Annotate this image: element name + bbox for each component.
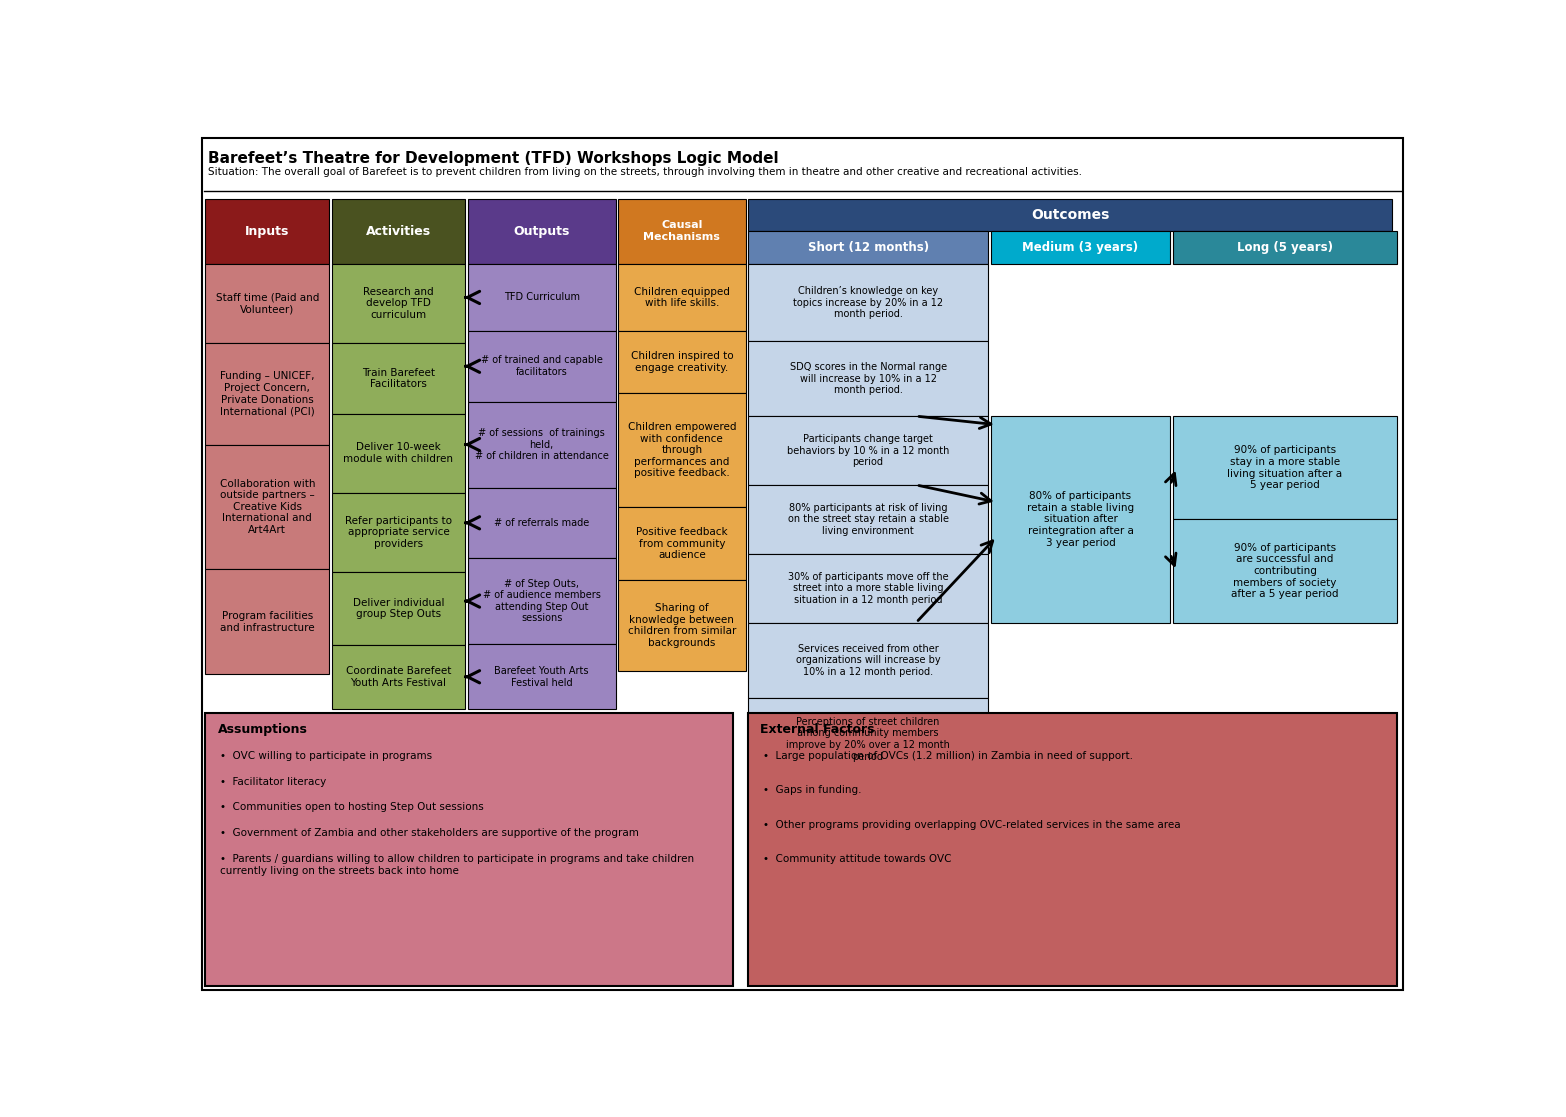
FancyBboxPatch shape: [749, 264, 988, 342]
FancyBboxPatch shape: [468, 558, 615, 645]
FancyBboxPatch shape: [468, 401, 615, 487]
Text: # of referrals made: # of referrals made: [493, 518, 589, 528]
Text: Assumptions: Assumptions: [218, 723, 307, 736]
Text: Medium (3 years): Medium (3 years): [1023, 241, 1138, 254]
FancyBboxPatch shape: [749, 698, 988, 780]
Text: Children equipped
with life skills.: Children equipped with life skills.: [634, 287, 730, 308]
Text: SDQ scores in the Normal range
will increase by 10% in a 12
month period.: SDQ scores in the Normal range will incr…: [789, 362, 947, 395]
FancyBboxPatch shape: [619, 507, 745, 581]
Text: 30% of participants move off the
street into a more stable living
situation in a: 30% of participants move off the street …: [788, 572, 949, 604]
FancyBboxPatch shape: [205, 445, 329, 570]
FancyBboxPatch shape: [749, 417, 988, 485]
FancyBboxPatch shape: [619, 264, 745, 331]
Text: 80% of participants
retain a stable living
situation after
reintegration after a: 80% of participants retain a stable livi…: [1027, 491, 1134, 547]
Text: Program facilities
and infrastructure: Program facilities and infrastructure: [221, 611, 315, 632]
Text: Sharing of
knowledge between
children from similar
backgrounds: Sharing of knowledge between children fr…: [628, 603, 736, 648]
Text: Research and
develop TFD
curriculum: Research and develop TFD curriculum: [363, 287, 434, 321]
Text: Staff time (Paid and
Volunteer): Staff time (Paid and Volunteer): [216, 293, 319, 314]
FancyBboxPatch shape: [332, 645, 465, 709]
Text: 80% participants at risk of living
on the street stay retain a stable
living env: 80% participants at risk of living on th…: [788, 503, 949, 536]
FancyBboxPatch shape: [749, 622, 988, 698]
Text: Children empowered
with confidence
through
performances and
positive feedback.: Children empowered with confidence throu…: [628, 422, 736, 478]
FancyBboxPatch shape: [332, 343, 465, 413]
Text: •  Parents / guardians willing to allow children to participate in programs and : • Parents / guardians willing to allow c…: [219, 853, 694, 876]
Text: External Factors: External Factors: [760, 723, 874, 736]
Text: •  Other programs providing overlapping OVC-related services in the same area: • Other programs providing overlapping O…: [763, 820, 1181, 830]
Text: Train Barefeet
Facilitators: Train Barefeet Facilitators: [362, 367, 435, 389]
Text: •  Large population of OVCs (1.2 million) in Zambia in need of support.: • Large population of OVCs (1.2 million)…: [763, 751, 1132, 761]
Text: Deliver individual
group Step Outs: Deliver individual group Step Outs: [352, 598, 445, 619]
FancyBboxPatch shape: [468, 331, 615, 401]
FancyBboxPatch shape: [332, 413, 465, 493]
Text: TFD Curriculum: TFD Curriculum: [504, 293, 579, 303]
Text: Barefeet Youth Arts
Festival held: Barefeet Youth Arts Festival held: [495, 666, 589, 688]
Text: Situation: The overall goal of Barefeet is to prevent children from living on th: Situation: The overall goal of Barefeet …: [208, 166, 1082, 176]
Text: Positive feedback
from community
audience: Positive feedback from community audienc…: [636, 527, 728, 561]
Text: •  Communities open to hosting Step Out sessions: • Communities open to hosting Step Out s…: [219, 802, 484, 812]
Text: Barefeet’s Theatre for Development (TFD) Workshops Logic Model: Barefeet’s Theatre for Development (TFD)…: [208, 151, 778, 166]
FancyBboxPatch shape: [468, 199, 615, 264]
FancyBboxPatch shape: [205, 570, 329, 675]
FancyBboxPatch shape: [332, 493, 465, 572]
FancyBboxPatch shape: [749, 554, 988, 622]
FancyBboxPatch shape: [205, 713, 733, 985]
Text: Activities: Activities: [366, 225, 431, 238]
Text: Deliver 10-week
module with children: Deliver 10-week module with children: [343, 442, 454, 464]
Text: Refer participants to
appropriate service
providers: Refer participants to appropriate servic…: [345, 516, 453, 548]
Text: Causal
Mechanisms: Causal Mechanisms: [644, 220, 720, 242]
Text: Children’s knowledge on key
topics increase by 20% in a 12
month period.: Children’s knowledge on key topics incre…: [792, 286, 943, 319]
Text: Coordinate Barefeet
Youth Arts Festival: Coordinate Barefeet Youth Arts Festival: [346, 667, 451, 688]
FancyBboxPatch shape: [749, 485, 988, 554]
FancyBboxPatch shape: [749, 342, 988, 417]
Text: Short (12 months): Short (12 months): [808, 241, 929, 254]
FancyBboxPatch shape: [619, 393, 745, 507]
Text: Inputs: Inputs: [246, 225, 290, 238]
FancyBboxPatch shape: [205, 343, 329, 445]
Text: Outcomes: Outcomes: [1030, 208, 1109, 222]
FancyBboxPatch shape: [991, 231, 1170, 264]
FancyBboxPatch shape: [619, 331, 745, 393]
FancyBboxPatch shape: [749, 199, 1392, 231]
FancyBboxPatch shape: [205, 199, 329, 264]
Text: Perceptions of street children
among community members
improve by 20% over a 12 : Perceptions of street children among com…: [786, 717, 951, 762]
FancyBboxPatch shape: [468, 645, 615, 709]
FancyBboxPatch shape: [332, 572, 465, 645]
FancyBboxPatch shape: [332, 199, 465, 264]
FancyBboxPatch shape: [619, 199, 745, 264]
Text: Collaboration with
outside partners –
Creative Kids
International and
Art4Art: Collaboration with outside partners – Cr…: [219, 479, 315, 535]
Text: # of Step Outs,
# of audience members
attending Step Out
sessions: # of Step Outs, # of audience members at…: [482, 579, 601, 623]
Text: Outputs: Outputs: [514, 225, 570, 238]
Text: Services received from other
organizations will increase by
10% in a 12 month pe: Services received from other organizatio…: [796, 643, 941, 677]
FancyBboxPatch shape: [619, 581, 745, 670]
FancyBboxPatch shape: [749, 231, 988, 264]
Text: •  Facilitator literacy: • Facilitator literacy: [219, 776, 326, 786]
FancyBboxPatch shape: [202, 139, 1403, 990]
FancyBboxPatch shape: [749, 713, 1397, 985]
Text: Participants change target
behaviors by 10 % in a 12 month
period: Participants change target behaviors by …: [788, 433, 949, 467]
Text: # of trained and capable
facilitators: # of trained and capable facilitators: [481, 355, 603, 378]
Text: Long (5 years): Long (5 years): [1237, 241, 1333, 254]
Text: •  Community attitude towards OVC: • Community attitude towards OVC: [763, 853, 951, 863]
FancyBboxPatch shape: [468, 487, 615, 558]
Text: Children inspired to
engage creativity.: Children inspired to engage creativity.: [631, 351, 733, 373]
Text: •  Government of Zambia and other stakeholders are supportive of the program: • Government of Zambia and other stakeho…: [219, 828, 639, 838]
FancyBboxPatch shape: [1173, 519, 1397, 622]
FancyBboxPatch shape: [332, 264, 465, 343]
FancyBboxPatch shape: [1173, 231, 1397, 264]
FancyBboxPatch shape: [1173, 417, 1397, 519]
Text: 90% of participants
are successful and
contributing
members of society
after a 5: 90% of participants are successful and c…: [1231, 543, 1339, 599]
Text: •  Gaps in funding.: • Gaps in funding.: [763, 785, 861, 795]
Text: # of sessions  of trainings
held,
# of children in attendance: # of sessions of trainings held, # of ch…: [474, 428, 609, 461]
Text: 90% of participants
stay in a more stable
living situation after a
5 year period: 90% of participants stay in a more stabl…: [1228, 446, 1342, 490]
FancyBboxPatch shape: [468, 264, 615, 331]
Text: Funding – UNICEF,
Project Concern,
Private Donations
International (PCI): Funding – UNICEF, Project Concern, Priva…: [219, 371, 315, 417]
Text: •  OVC willing to participate in programs: • OVC willing to participate in programs: [219, 751, 432, 761]
FancyBboxPatch shape: [205, 264, 329, 343]
FancyBboxPatch shape: [991, 417, 1170, 622]
